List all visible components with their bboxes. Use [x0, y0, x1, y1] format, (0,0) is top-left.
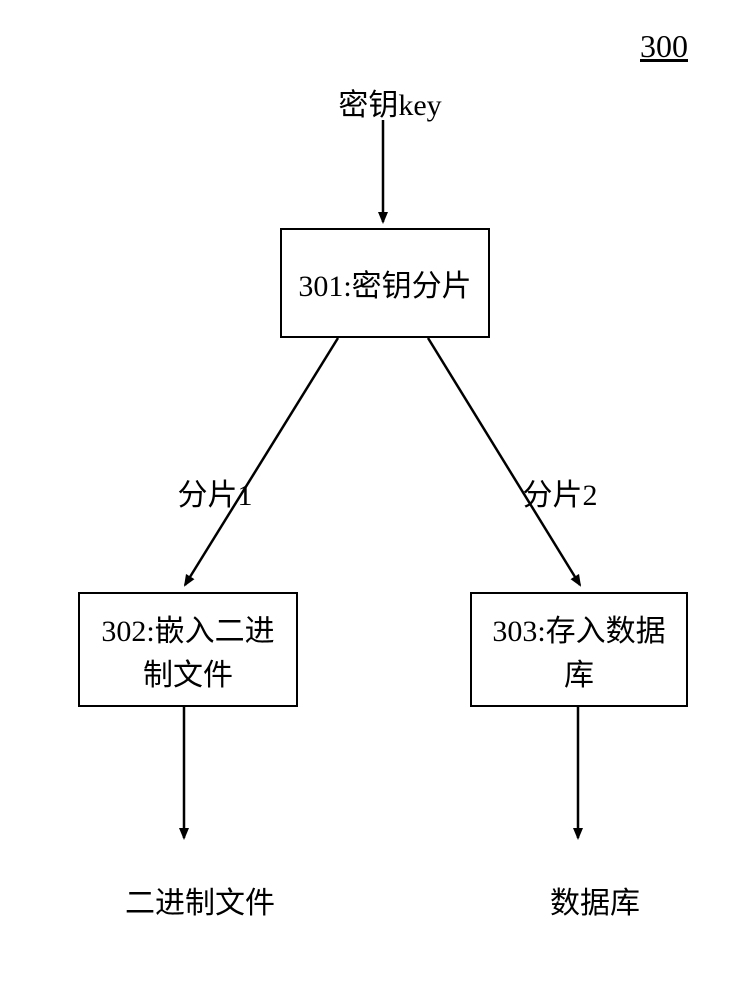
bottom-label-binary-file: 二进制文件 [100, 878, 300, 922]
bottom-label-database: 数据库 [520, 878, 670, 922]
arrow-303-to-db [0, 0, 740, 1000]
